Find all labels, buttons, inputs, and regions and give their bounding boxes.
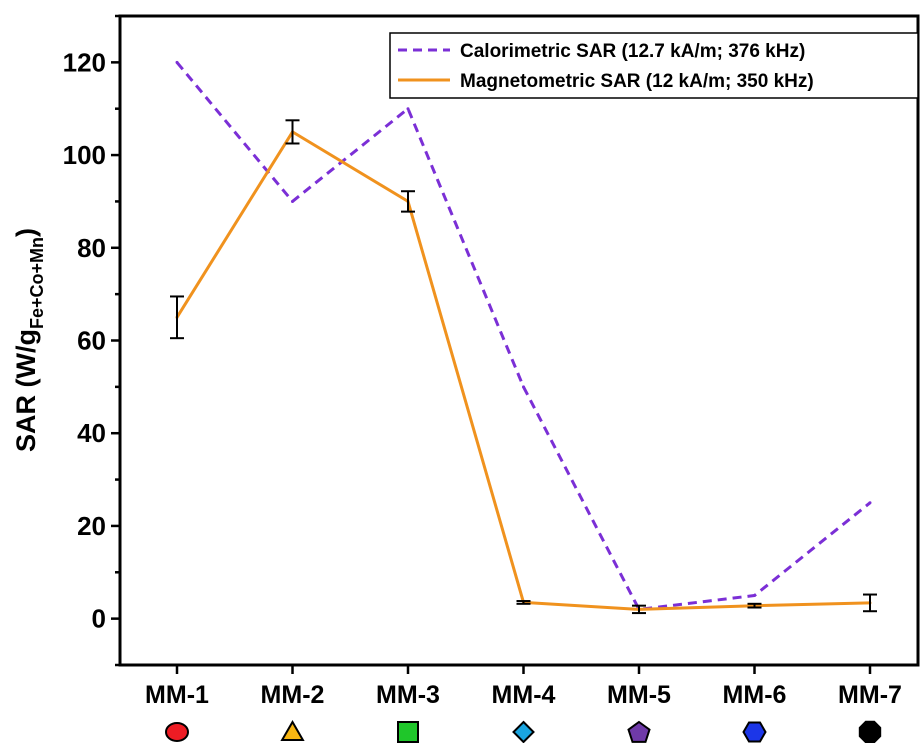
series-lines bbox=[175, 60, 872, 611]
y-tick-label: 60 bbox=[77, 326, 106, 356]
y-tick-label: 0 bbox=[92, 604, 106, 634]
series-line-1 bbox=[175, 130, 871, 611]
error-bars bbox=[170, 119, 877, 615]
marker-octagon bbox=[858, 720, 882, 743]
x-tick-label: MM-6 bbox=[723, 681, 787, 709]
x-tick-label: MM-7 bbox=[838, 681, 902, 709]
category-markers bbox=[165, 720, 882, 743]
plot-frame bbox=[118, 14, 920, 667]
y-tick-label: 100 bbox=[63, 140, 106, 170]
legend-label-calorimetric: Calorimetric SAR (12.7 kA/m; 376 kHz) bbox=[460, 41, 805, 62]
marker-triangle bbox=[280, 720, 305, 741]
axis-ticks bbox=[111, 14, 872, 674]
y-tick-label: 80 bbox=[77, 233, 106, 263]
x-tick-label: MM-3 bbox=[376, 681, 440, 709]
x-tick-label: MM-5 bbox=[607, 681, 671, 709]
marker-ellipse bbox=[165, 722, 189, 742]
legend-box bbox=[389, 32, 919, 99]
x-tick-label: MM-2 bbox=[261, 681, 325, 709]
x-tick-labels: MM-1 MM-2 MM-3 MM-4 MM-5 MM-6 MM-7 bbox=[145, 681, 902, 709]
y-tick-label: 120 bbox=[63, 47, 106, 77]
series-0-point bbox=[868, 501, 872, 505]
marker-diamond bbox=[512, 720, 535, 743]
series-0-point bbox=[753, 593, 756, 597]
y-axis-label-main: SAR (W/g bbox=[11, 329, 41, 452]
series-0-point bbox=[291, 199, 294, 203]
legend-label-magnetometric: Magnetometric SAR (12 kA/m; 350 kHz) bbox=[460, 71, 814, 92]
y-tick-labels: 0 20 40 60 80 100 120 bbox=[63, 47, 106, 633]
series-0-point bbox=[522, 385, 525, 389]
y-tick-label: 40 bbox=[77, 418, 106, 448]
marker-pentagon bbox=[627, 720, 651, 743]
y-axis-label-close: ) bbox=[11, 228, 41, 237]
y-axis-label-sub: Fe+Co+Mn bbox=[27, 237, 47, 329]
y-tick-label: 20 bbox=[77, 511, 106, 541]
x-tick-label: MM-1 bbox=[145, 681, 209, 709]
series-0-point bbox=[406, 107, 410, 111]
series-0-point bbox=[175, 60, 179, 64]
legend: Calorimetric SAR (12.7 kA/m; 376 kHz) Ma… bbox=[389, 32, 919, 99]
marker-hexagon bbox=[742, 721, 767, 743]
x-tick-label: MM-4 bbox=[492, 681, 556, 709]
y-axis-label: SAR (W/gFe+Co+Mn) bbox=[11, 228, 47, 452]
marker-square bbox=[397, 721, 419, 743]
series-line-0 bbox=[175, 61, 871, 611]
